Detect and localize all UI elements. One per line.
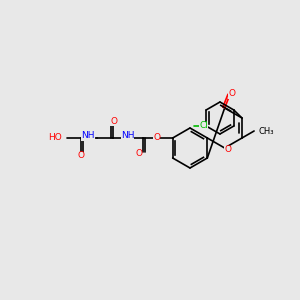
Text: NH: NH xyxy=(81,131,95,140)
Text: O: O xyxy=(110,116,117,125)
Text: Cl: Cl xyxy=(199,122,208,130)
Text: O: O xyxy=(153,133,160,142)
Text: O: O xyxy=(77,152,84,160)
Text: HO: HO xyxy=(48,133,62,142)
Text: CH₃: CH₃ xyxy=(258,127,274,136)
Text: O: O xyxy=(228,89,235,98)
Text: NH: NH xyxy=(121,131,134,140)
Text: O: O xyxy=(135,149,142,158)
Text: O: O xyxy=(224,146,231,154)
